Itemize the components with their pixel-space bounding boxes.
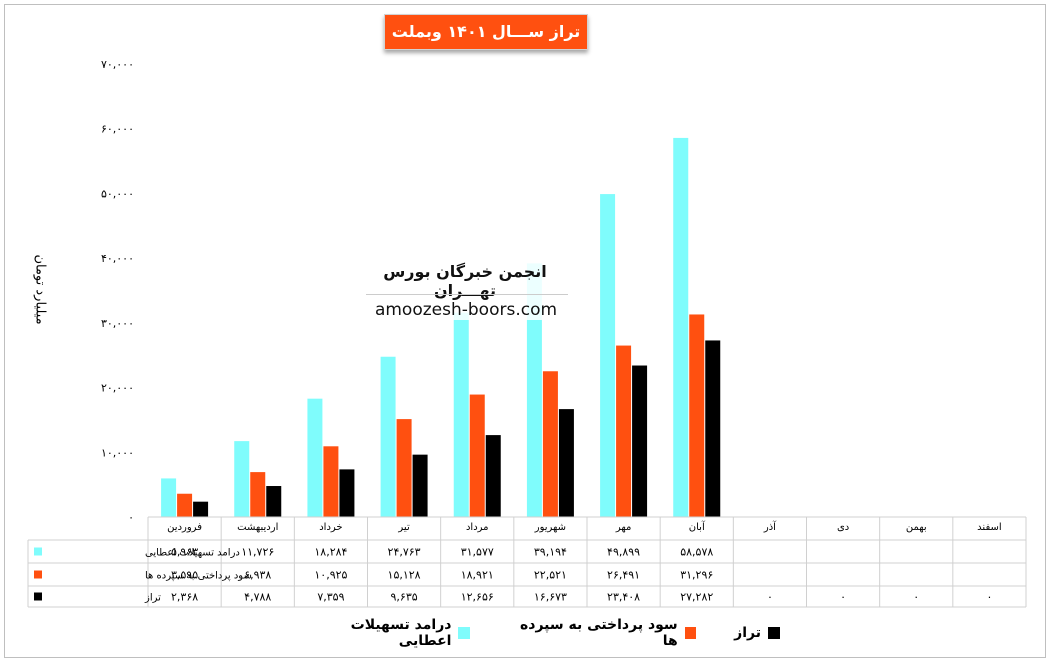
series-row-label: درامد تسهیلات اعطایی [145, 548, 240, 559]
data-label: ۴,۷۸۸ [244, 591, 271, 604]
bar [632, 365, 648, 517]
legend-key [34, 570, 42, 579]
data-label: ۱۸,۲۸۴ [314, 546, 347, 559]
legend-key [34, 592, 42, 601]
bar [689, 314, 705, 517]
bar [616, 345, 632, 517]
bar [323, 446, 339, 517]
data-label: ۷,۳۵۹ [317, 591, 344, 604]
data-label: ۱۶,۶۷۳ [534, 591, 567, 604]
bar [673, 137, 689, 517]
category-label: خرداد [319, 522, 342, 533]
bar [705, 340, 721, 517]
data-label: ۱۱,۷۲۶ [241, 546, 274, 559]
data-label: ۰ [986, 591, 992, 604]
chart-title: تراز ســـال ۱۴۰۱ وبملت [384, 14, 588, 50]
category-label: آذر [763, 520, 777, 533]
bar [339, 469, 355, 517]
data-label: ۴۹,۸۹۹ [607, 546, 640, 559]
category-label: بهمن [906, 522, 927, 533]
category-label: شهریور [534, 522, 566, 533]
category-label: آبان [689, 520, 706, 533]
bar [177, 493, 193, 517]
bar [266, 486, 282, 517]
data-label: ۵,۹۶۳ [171, 546, 198, 559]
data-label: ۱۲,۶۵۶ [461, 591, 494, 604]
bar [485, 435, 501, 517]
data-label: ۲۶,۴۹۱ [607, 569, 640, 582]
category-label: تیر [397, 522, 410, 533]
legend-swatch-balance [768, 627, 780, 639]
legend-swatch-loan-income [458, 627, 470, 639]
bar [234, 441, 250, 517]
data-label: ۰ [913, 591, 919, 604]
legend-item-loan-income: درامد تسهیلات اعطایی [300, 617, 470, 649]
legend: تراز سود پرداختی به سپرده ها درامد تسهیل… [300, 617, 780, 649]
bar [469, 394, 485, 517]
data-label: ۳۱,۲۹۶ [680, 569, 713, 582]
data-label: ۵۸,۵۷۸ [680, 546, 713, 559]
bar [380, 356, 396, 517]
legend-label-deposit-interest: سود پرداختی به سپرده ها [520, 617, 678, 649]
bar [558, 409, 574, 517]
y-tick-label: ۴۰,۰۰۰ [101, 252, 134, 265]
data-label: ۱۸,۹۲۱ [461, 569, 494, 582]
data-label: ۰ [840, 591, 846, 604]
data-label: ۲,۳۶۸ [171, 591, 198, 604]
legend-key [34, 547, 42, 556]
y-tick-label: ۱۰,۰۰۰ [101, 446, 134, 459]
watermark-divider [366, 294, 568, 295]
chart-frame [4, 4, 1046, 658]
data-label: ۳۱,۵۷۷ [461, 546, 494, 559]
legend-item-balance: تراز [734, 622, 780, 644]
data-label: ۲۷,۲۸۲ [680, 591, 713, 604]
data-label: ۲۲,۵۲۱ [534, 569, 567, 582]
y-tick-label: ۵۰,۰۰۰ [101, 187, 134, 200]
data-label: ۱۵,۱۲۸ [388, 569, 421, 582]
y-tick-label: ۲۰,۰۰۰ [101, 382, 134, 395]
y-axis-title: میلیارد تومان [32, 254, 48, 325]
legend-label-balance: تراز [734, 625, 761, 641]
category-label: اردیبهشت [237, 522, 278, 533]
y-tick-label: ۳۰,۰۰۰ [101, 317, 134, 330]
y-tick-label: ۶۰,۰۰۰ [101, 123, 134, 136]
data-label: ۳۹,۱۹۴ [534, 546, 567, 559]
data-label: ۶,۹۳۸ [244, 569, 271, 582]
watermark-title: انجمن خبرگان بورس تهـــران [360, 262, 570, 300]
bar [526, 263, 542, 517]
series-row-label: سود پرداختی به سپرده ها [145, 571, 252, 582]
category-label: مرداد [466, 522, 489, 533]
data-label: ۲۳,۴۰۸ [607, 591, 640, 604]
data-label: ۹,۶۳۵ [391, 591, 418, 604]
data-label: ۱۰,۹۲۵ [314, 569, 347, 582]
legend-item-deposit-interest: سود پرداختی به سپرده ها [508, 617, 697, 649]
category-label: مهر [615, 522, 631, 533]
legend-swatch-deposit-interest [684, 627, 697, 639]
watermark-url: amoozesh-boors.com [362, 300, 570, 320]
category-label: دی [837, 522, 849, 533]
series-row-label: تراز [144, 593, 161, 604]
bar [250, 472, 266, 517]
bar [193, 501, 209, 517]
category-label: فروردین [167, 522, 202, 533]
data-label: ۲۴,۷۶۳ [388, 546, 421, 559]
bar [600, 194, 616, 517]
bar [161, 478, 177, 517]
bar [542, 371, 558, 517]
bar [453, 312, 469, 517]
data-label: ۰ [767, 591, 773, 604]
data-label: ۳,۵۹۵ [171, 569, 198, 582]
y-tick-label: ۰ [128, 511, 134, 524]
bar [307, 398, 323, 517]
legend-label-loan-income: درامد تسهیلات اعطایی [350, 617, 452, 649]
y-tick-label: ۷۰,۰۰۰ [101, 58, 134, 71]
category-label: اسفند [977, 522, 1001, 533]
bar [396, 419, 412, 517]
bar [412, 454, 428, 517]
